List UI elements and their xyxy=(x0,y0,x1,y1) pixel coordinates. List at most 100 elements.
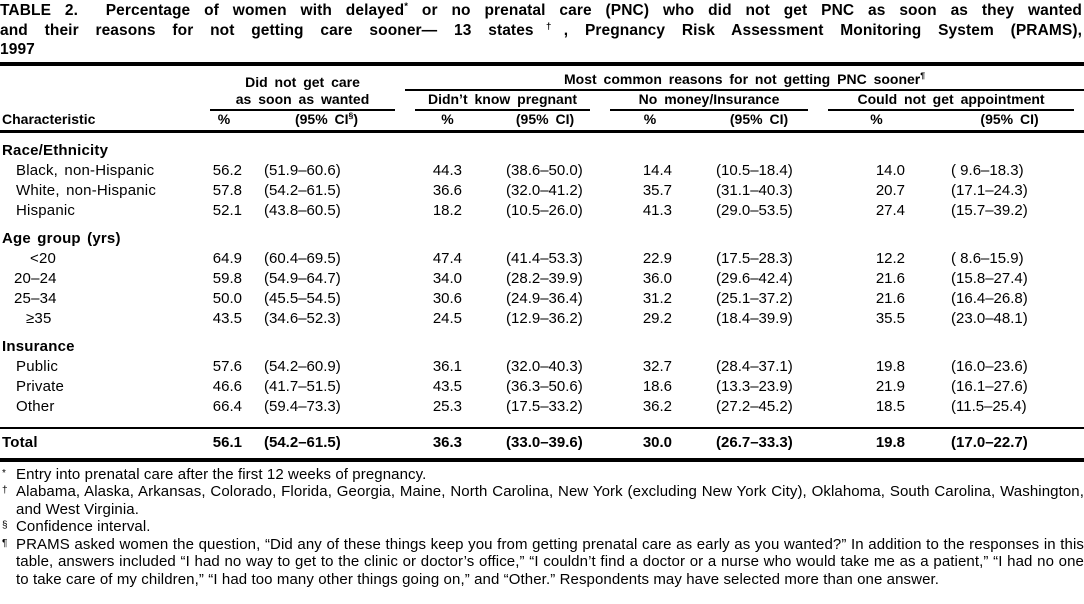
footnote-symbol: † xyxy=(2,485,8,496)
pct-value: 43.5 xyxy=(212,309,242,327)
footnote: ¶ PRAMS asked women the question, “Did an… xyxy=(0,536,1084,589)
footnote-text: PRAMS asked women the question, “Did any… xyxy=(16,535,1084,588)
ci-value: (16.4–26.8) xyxy=(951,289,1028,307)
row-label: Black, non-Hispanic xyxy=(16,161,155,179)
col-subgroup-as-soon-as-wanted: as soon as wanted xyxy=(200,91,405,111)
pilcrow-footnote-mark: ¶ xyxy=(920,69,926,80)
pct-value: 18.6 xyxy=(642,377,673,395)
pct-value: 36.0 xyxy=(642,269,673,287)
table-row: Hispanic 52.1 (43.8–60.5) 18.2 (10.5–26.0) 41… xyxy=(0,201,1084,221)
pct-value: 30.6 xyxy=(432,289,463,307)
section-label: Insurance xyxy=(2,337,75,355)
ci-value: (10.5–18.4) xyxy=(716,161,793,179)
table-row: ≥35 43.5 (34.6–52.3) 24.5 (12.9–36.2) 29.2 (18… xyxy=(0,309,1084,329)
ci-value: (28.4–37.1) xyxy=(716,357,793,375)
ci-value: (18.4–39.9) xyxy=(716,309,793,327)
header-spacer xyxy=(0,91,200,111)
ci-value: (12.9–36.2) xyxy=(506,309,583,327)
pct-value: 24.5 xyxy=(432,309,463,327)
ci-value: (38.6–50.0) xyxy=(506,161,583,179)
footnote-text: Entry into prenatal care after the first… xyxy=(16,465,427,483)
pct-value: 29.2 xyxy=(642,309,673,327)
pct-value: 32.7 xyxy=(642,357,673,375)
section-row: Race/Ethnicity xyxy=(0,131,1084,161)
ci-value: (11.5–25.4) xyxy=(951,397,1027,415)
table-row: <20 64.9 (60.4–69.5) 47.4 (41.4–53.3) 22.9 (17… xyxy=(0,249,1084,269)
footnote-text: Confidence interval. xyxy=(16,518,151,535)
row-label: Private xyxy=(16,377,65,395)
table-row: Private 46.6 (41.7–51.5) 43.5 (36.3–50.6) 18.… xyxy=(0,377,1084,397)
footnote-text: Alabama, Alaska, Arkansas, Colorado, Flo… xyxy=(16,483,1084,518)
footnote-mark: † xyxy=(533,20,564,32)
col-header-ci-1: (95% CI§) xyxy=(248,109,406,133)
pct-value: 66.4 xyxy=(212,397,242,415)
prams-table: Did not get care Most common reasons for… xyxy=(0,61,1084,462)
ci-value: (43.8–60.5) xyxy=(264,201,341,219)
row-label: Public xyxy=(16,357,59,375)
pct-value: 30.0 xyxy=(600,426,701,462)
footnote-symbol: § xyxy=(2,520,8,531)
ci-value: (13.3–23.9) xyxy=(716,377,793,395)
ci-value: (26.7–33.3) xyxy=(700,426,819,462)
table-row: 25–34 50.0 (45.5–54.5) 30.6 (24.9–36.4) 31.2 (… xyxy=(0,289,1084,309)
section-label: Age group (yrs) xyxy=(2,229,121,247)
section-row: Age group (yrs) xyxy=(0,221,1084,249)
col-header-ci-3: (95% CI) xyxy=(700,110,819,133)
pct-value: 57.8 xyxy=(212,181,242,199)
col-subgroup-no-money-insurance: No money/Insurance xyxy=(600,91,818,111)
pct-value: 36.1 xyxy=(432,357,463,375)
pct-value: 31.2 xyxy=(642,289,673,307)
header-measure-row: Characteristic % (95% CI§) % (95% CI) % … xyxy=(0,109,1084,133)
footnote-mark: * xyxy=(404,0,409,12)
ci-value: (29.0–53.5) xyxy=(716,201,793,219)
col-header-pct-1: % xyxy=(200,110,248,133)
ci-value: (31.1–40.3) xyxy=(716,181,793,199)
pct-value: 27.4 xyxy=(875,201,906,219)
section-row: Insurance xyxy=(0,329,1084,357)
total-row: Total 56.1 (54.2–61.5) 36.3 (33.0–39.6) 30.0(… xyxy=(0,426,1084,462)
col-header-characteristic: Characteristic xyxy=(0,110,200,133)
col-header-pct-2: % xyxy=(405,110,491,133)
header-spacer xyxy=(0,64,200,91)
title-line: 1997 xyxy=(0,41,35,58)
footnote-symbol: * xyxy=(2,467,6,479)
pct-value: 19.8 xyxy=(818,426,936,462)
col-group-did-not-get-care: Did not get care xyxy=(245,73,360,90)
ci-value: (32.0–41.2) xyxy=(506,181,583,199)
pct-value: 43.5 xyxy=(432,377,463,395)
pct-value: 35.5 xyxy=(875,309,906,327)
section-footnote-mark: § xyxy=(348,109,354,120)
col-group-most-common-reasons: Most common reasons for not getting PNC … xyxy=(405,64,1084,91)
ci-value: (45.5–54.5) xyxy=(264,289,341,307)
col-header-ci-4: (95% CI) xyxy=(935,110,1084,133)
col-header-pct-3: % xyxy=(600,110,701,133)
ci-value: (16.0–23.6) xyxy=(951,357,1028,375)
table-title: TABLE 2. Percentage of women with delaye… xyxy=(0,0,1084,60)
ci-value: (54.2–61.5) xyxy=(248,426,406,462)
ci-value: (54.2–61.5) xyxy=(264,181,341,199)
pct-value: 56.2 xyxy=(212,161,242,179)
footnotes: * Entry into prenatal care after the firs… xyxy=(0,462,1084,589)
pct-value: 56.1 xyxy=(200,426,248,462)
pct-value: 22.9 xyxy=(642,249,673,267)
pct-value: 18.5 xyxy=(875,397,906,415)
pct-value: 14.4 xyxy=(642,161,673,179)
col-subgroup-didnt-know-pregnant: Didn’t know pregnant xyxy=(405,91,600,111)
pct-value: 52.1 xyxy=(212,201,242,219)
pct-value: 57.6 xyxy=(212,357,242,375)
ci-value: (15.7–39.2) xyxy=(951,201,1028,219)
ci-value: (32.0–40.3) xyxy=(506,357,583,375)
pct-value: 47.4 xyxy=(432,249,463,267)
pct-value: 21.6 xyxy=(875,269,906,287)
table-row: Black, non-Hispanic 56.2 (51.9–60.6) 44.3 (3… xyxy=(0,161,1084,181)
footnote: * Entry into prenatal care after the firs… xyxy=(0,466,1084,484)
row-label: 20–24 xyxy=(14,269,57,287)
table-row: White, non-Hispanic 57.8 (54.2–61.5) 36.6 (3… xyxy=(0,181,1084,201)
ci-value: (59.4–73.3) xyxy=(264,397,341,415)
ci-value: ( 8.6–15.9) xyxy=(951,249,1024,267)
table-row: 20–24 59.8 (54.9–64.7) 34.0 (28.2–39.9) 36.0 (… xyxy=(0,269,1084,289)
pct-value: 21.6 xyxy=(875,289,906,307)
pct-value: 41.3 xyxy=(642,201,673,219)
ci-value: (10.5–26.0) xyxy=(506,201,583,219)
pct-value: 36.6 xyxy=(432,181,463,199)
